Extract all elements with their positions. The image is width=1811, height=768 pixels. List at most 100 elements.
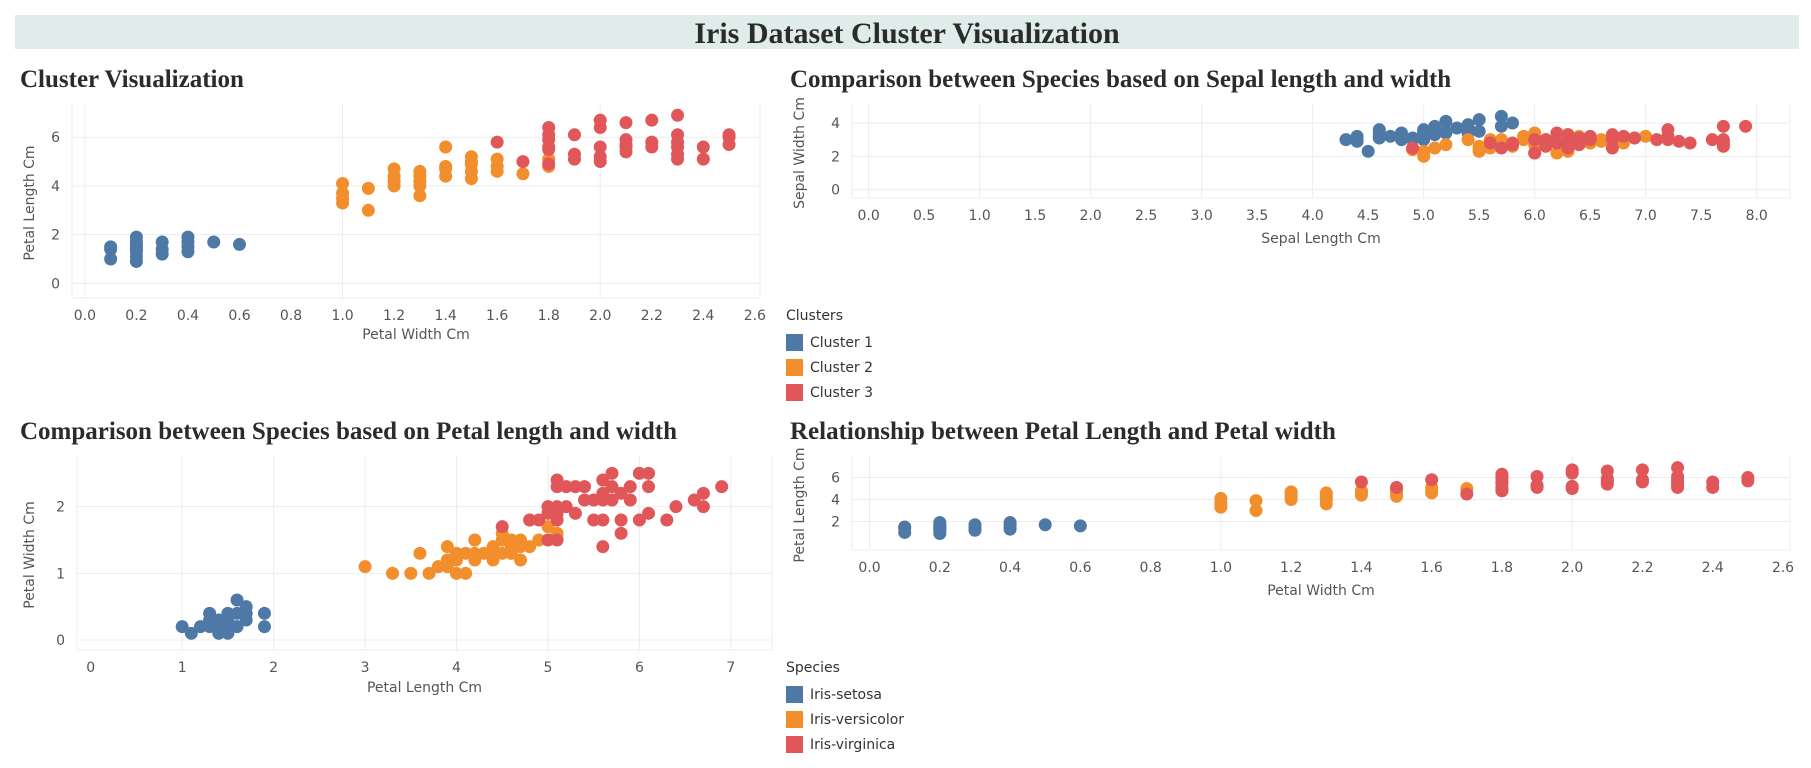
sepal-scatter-plot: 0.0 0.5 1.0 1.5 2.0 2.5 3.0 3.5 4.0 4.5 5.0 5.5 6.0 6… <box>792 97 1791 247</box>
data-point <box>1406 131 1420 145</box>
data-point <box>1494 141 1508 155</box>
data-point <box>1716 119 1730 133</box>
data-point <box>422 566 436 580</box>
data-point <box>1739 119 1753 133</box>
x-tick-label: 1.0 <box>969 208 991 224</box>
data-point <box>1594 133 1608 147</box>
x-tick-label: 0.6 <box>228 308 250 324</box>
x-axis-title: Sepal Length Cm <box>1261 231 1380 247</box>
legend-swatch <box>786 359 803 376</box>
data-point <box>1672 134 1686 148</box>
data-point <box>1428 141 1442 155</box>
data-point <box>514 533 528 547</box>
x-tick-label: 3.0 <box>1191 208 1213 224</box>
data-point <box>578 493 592 507</box>
data-point <box>439 159 453 173</box>
legend-item-cluster-2[interactable]: Cluster 2 <box>786 355 873 380</box>
clusters-legend-title: Clusters <box>786 308 843 324</box>
data-point <box>933 516 947 530</box>
y-axis-title: Petal Length Cm <box>22 145 38 260</box>
x-tick-label: 7.5 <box>1690 208 1712 224</box>
data-point <box>696 486 710 500</box>
x-tick-label: 1.2 <box>1280 560 1302 576</box>
data-point <box>1249 503 1263 517</box>
data-point <box>559 480 573 494</box>
data-point <box>1319 486 1333 500</box>
y-tick-label: 1 <box>56 566 65 582</box>
data-point <box>696 140 710 154</box>
data-point <box>490 135 504 149</box>
data-point <box>642 506 656 520</box>
x-tick-label: 1.8 <box>1491 560 1513 576</box>
x-tick-label: 5.0 <box>1413 208 1435 224</box>
legend-item-iris-versicolor[interactable]: Iris-versicolor <box>786 707 904 732</box>
x-tick-label: 8.0 <box>1746 208 1768 224</box>
data-point <box>671 108 685 122</box>
data-point <box>1528 133 1542 147</box>
data-point <box>450 546 464 560</box>
data-point <box>1439 124 1453 138</box>
legend-swatch <box>786 334 803 351</box>
data-point <box>1683 136 1697 150</box>
data-point <box>1472 124 1486 138</box>
data-point <box>230 620 244 634</box>
data-point <box>1038 518 1052 532</box>
data-point <box>477 546 491 560</box>
x-tick-label: 2.4 <box>1702 560 1724 576</box>
x-tick-label: 7.0 <box>1635 208 1657 224</box>
x-tick-label: 5.5 <box>1468 208 1490 224</box>
dashboard-title: Iris Dataset Cluster Visualization <box>694 17 1120 50</box>
chart-1-title: Cluster Visualization <box>20 66 244 93</box>
data-point <box>468 533 482 547</box>
legend-item-cluster-3[interactable]: Cluster 3 <box>786 380 873 405</box>
data-point <box>632 513 646 527</box>
legend-item-iris-setosa[interactable]: Iris-setosa <box>786 682 904 707</box>
data-point <box>257 620 271 634</box>
x-tick-label: 0.8 <box>280 308 302 324</box>
data-point <box>1530 469 1544 483</box>
x-tick-label: 3 <box>361 660 370 676</box>
x-tick-label: 2.4 <box>692 308 714 324</box>
y-tick-label: 0 <box>56 633 65 649</box>
x-tick-label: 0.2 <box>125 308 147 324</box>
x-tick-label: 6.5 <box>1579 208 1601 224</box>
data-point <box>1505 136 1519 150</box>
data-point <box>1461 118 1475 132</box>
data-point <box>596 513 610 527</box>
legend-item-cluster-1[interactable]: Cluster 1 <box>786 330 873 355</box>
y-tick-label: 6 <box>831 471 840 487</box>
data-point <box>1705 133 1719 147</box>
data-point <box>1354 475 1368 489</box>
data-point <box>1550 146 1564 160</box>
data-point <box>715 480 729 494</box>
data-point <box>541 533 555 547</box>
legend-label: Iris-versicolor <box>810 711 905 728</box>
data-point <box>1605 128 1619 142</box>
data-point <box>1635 463 1649 477</box>
y-axis-title: Petal Length Cm <box>792 447 808 562</box>
x-axis-title: Petal Width Cm <box>1267 583 1375 599</box>
data-point <box>1361 144 1375 158</box>
y-tick-label: 2 <box>51 228 60 244</box>
data-point <box>1417 144 1431 158</box>
data-point <box>1600 464 1614 478</box>
data-point <box>1706 475 1720 489</box>
data-point <box>619 133 633 147</box>
x-tick-label: 2.6 <box>1772 560 1794 576</box>
data-point <box>541 520 555 534</box>
data-point <box>669 500 683 514</box>
data-point <box>587 493 601 507</box>
data-point <box>413 189 427 203</box>
data-point <box>361 181 375 195</box>
data-point <box>1671 461 1685 475</box>
legend-item-iris-virginica[interactable]: Iris-virginica <box>786 732 904 757</box>
data-point <box>155 235 169 249</box>
data-point <box>486 540 500 554</box>
x-tick-label: 2.5 <box>1135 208 1157 224</box>
x-tick-label: 1.6 <box>1421 560 1443 576</box>
data-point <box>230 593 244 607</box>
dashboard-title-banner: Iris Dataset Cluster Visualization <box>15 15 1799 50</box>
legend-label: Iris-setosa <box>810 686 882 703</box>
data-point <box>175 620 189 634</box>
data-point <box>1383 129 1397 143</box>
